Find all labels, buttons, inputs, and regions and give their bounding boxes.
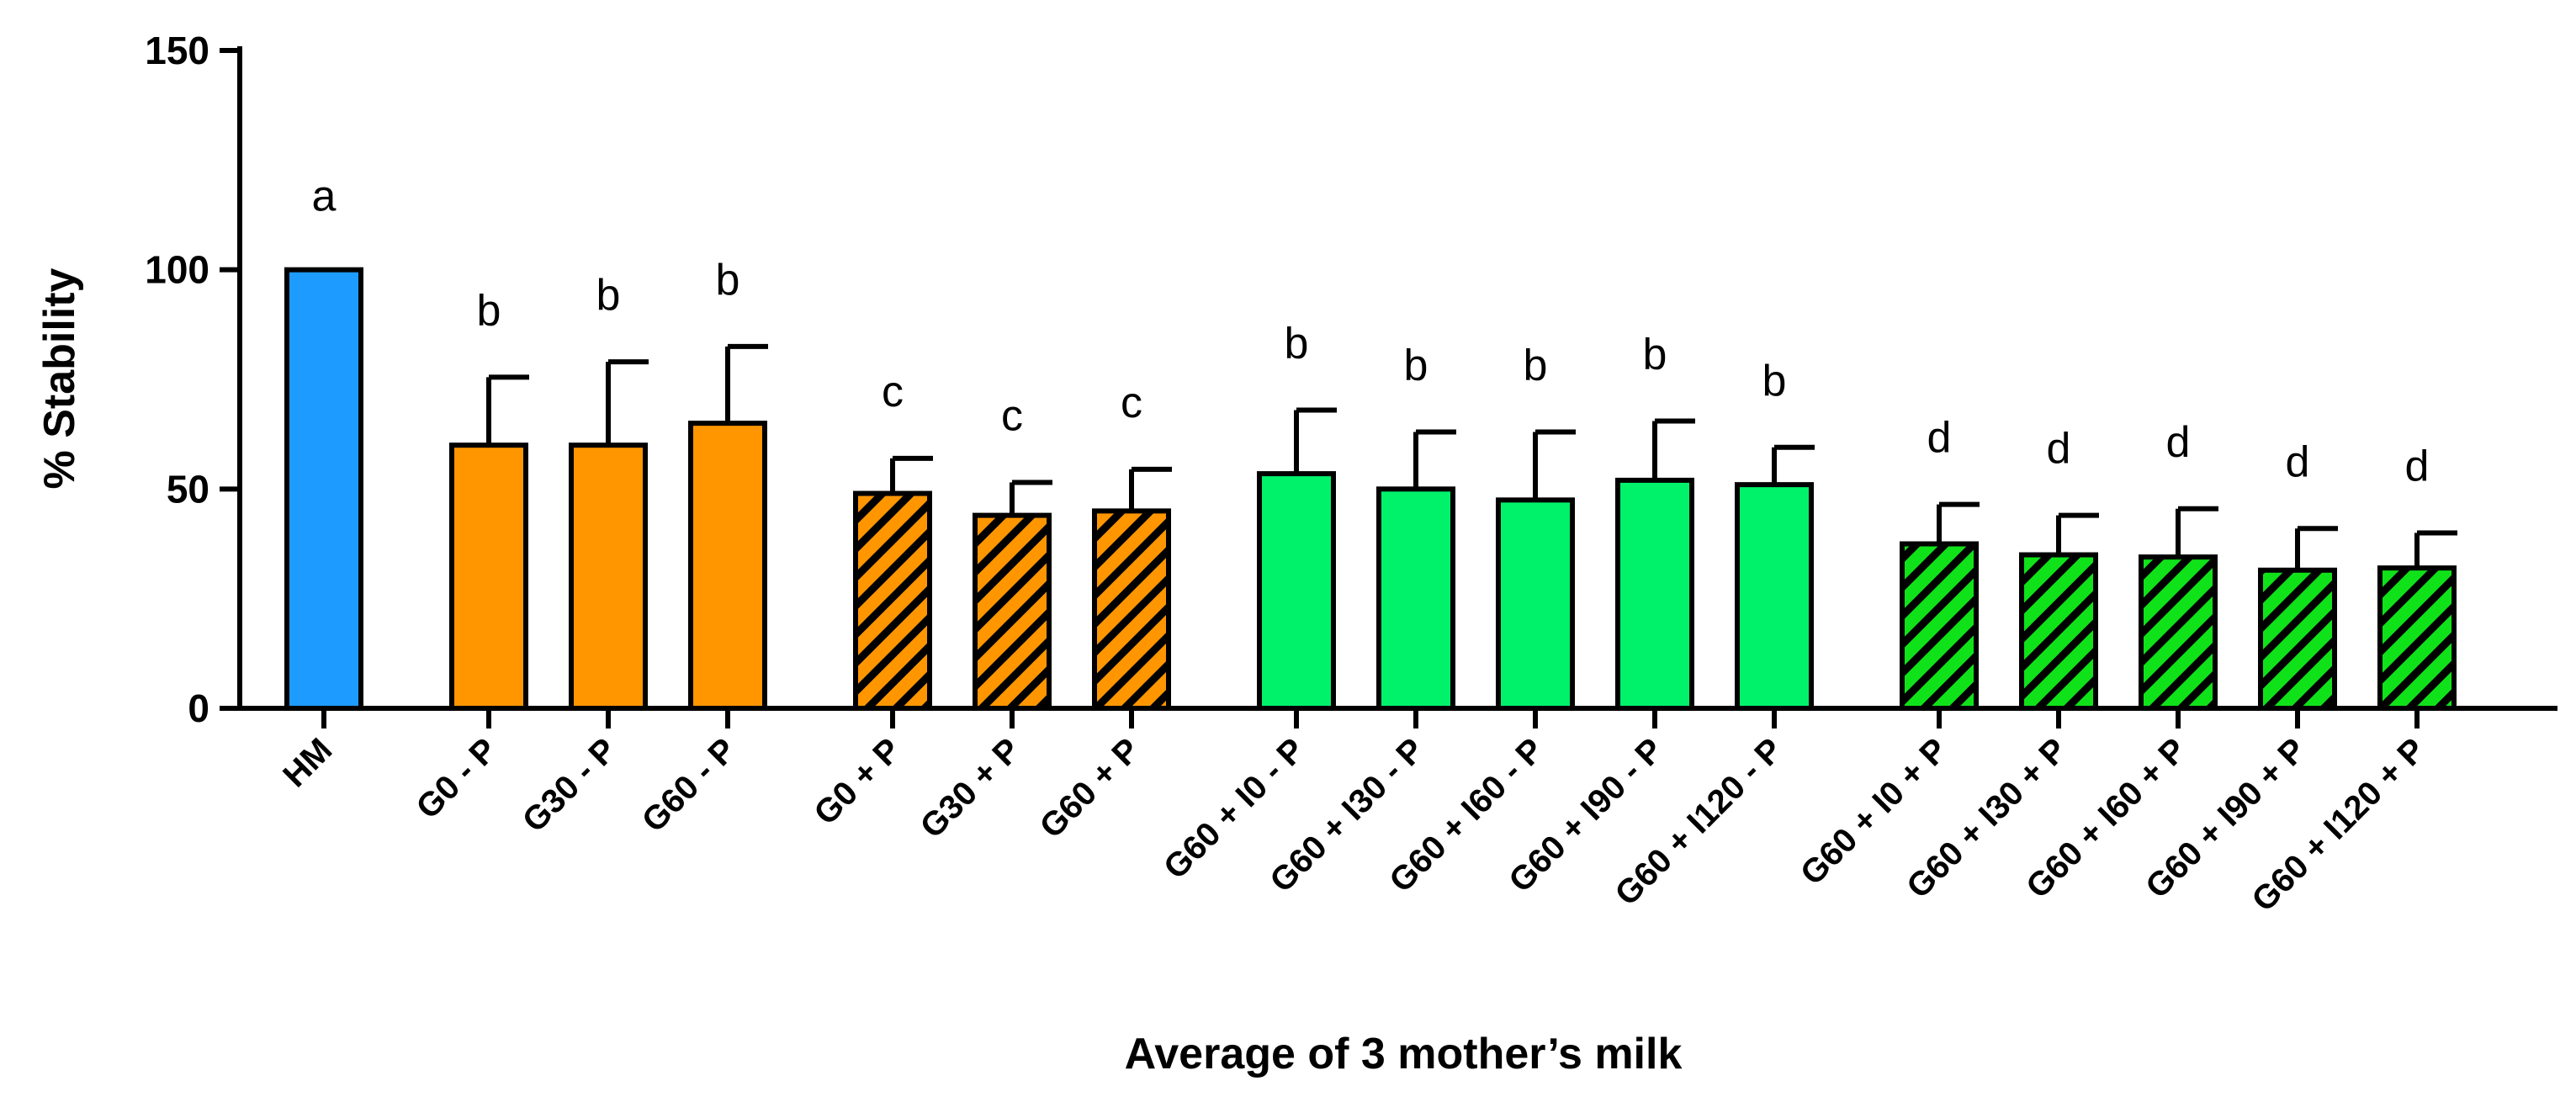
significance-letter: b	[1285, 319, 1309, 368]
y-tick-label: 100	[145, 248, 209, 292]
bar	[1615, 477, 1694, 711]
x-category-label: G0 - P	[410, 731, 505, 826]
x-category-label: G60 - P	[635, 731, 744, 840]
significance-letter: d	[2166, 418, 2191, 467]
y-axis-title: % Stability	[35, 268, 84, 489]
significance-letter: d	[1927, 414, 1952, 463]
bar	[1376, 486, 1455, 711]
significance-letter: d	[2047, 425, 2071, 474]
axes-layer	[237, 46, 2557, 711]
y-tick-label: 0	[188, 686, 209, 730]
bar	[2258, 567, 2337, 712]
bar	[1900, 541, 1979, 711]
x-category-label: HM	[276, 731, 339, 794]
bar	[1735, 482, 1814, 711]
bar	[2019, 552, 2098, 711]
x-category-label: G30 + P	[914, 731, 1028, 845]
significance-letter: b	[1524, 342, 1548, 390]
bars-layer: a b b b c c c b b b b b d d d d d	[284, 172, 2457, 712]
significance-letter: b	[596, 271, 621, 320]
x-category-label: G30 - P	[516, 731, 624, 840]
significance-letter: a	[312, 172, 337, 221]
bar	[569, 442, 648, 711]
significance-letter: c	[882, 368, 904, 416]
bar	[1092, 508, 1171, 712]
bar	[973, 512, 1052, 712]
x-category-label: G0 + P	[807, 731, 908, 832]
bar	[1496, 497, 1575, 711]
bar	[449, 442, 528, 711]
bar	[284, 267, 363, 711]
significance-letter: b	[1762, 357, 1787, 405]
y-tick-label: 150	[145, 29, 209, 72]
significance-letter: b	[1404, 342, 1428, 390]
bar	[2139, 554, 2218, 712]
x-category-label: G60 + P	[1033, 731, 1148, 845]
y-ticks: 0 50 100 150	[145, 29, 240, 730]
bar	[1257, 471, 1336, 711]
significance-letter: b	[1643, 331, 1667, 379]
category-labels: HM G0 - P G30 - P G60 - P G0 + P G30 + P G60 +…	[276, 708, 2432, 919]
significance-letter: c	[1001, 392, 1023, 441]
significance-letter: b	[477, 286, 501, 335]
x-axis-title: Average of 3 mother’s milk	[1125, 1030, 1683, 1078]
significance-letter: c	[1121, 379, 1142, 427]
significance-letter: d	[2286, 437, 2310, 486]
bar	[688, 421, 767, 711]
y-tick-label: 50	[167, 467, 209, 511]
significance-letter: d	[2405, 442, 2430, 490]
bar	[2377, 565, 2457, 711]
bar	[853, 490, 932, 712]
significance-letter: b	[716, 256, 740, 305]
